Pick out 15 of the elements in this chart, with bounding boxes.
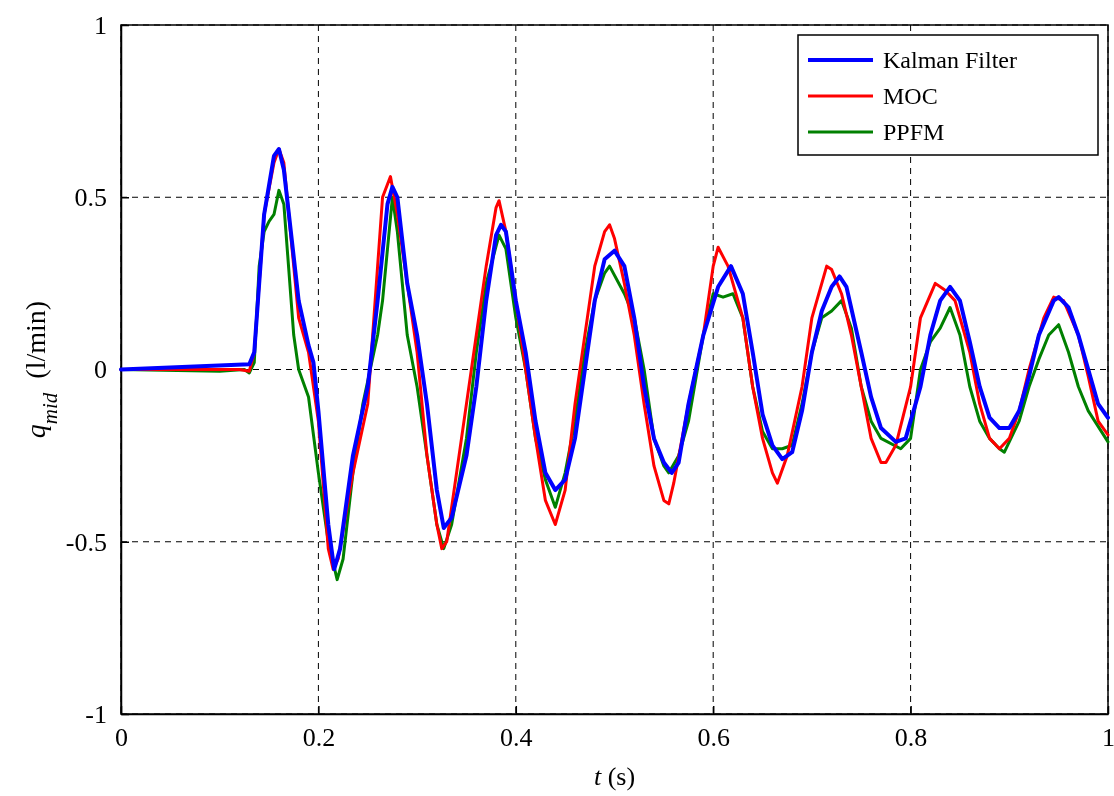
x-tick-label: 0.2 bbox=[302, 723, 336, 753]
x-tick-label: 0 bbox=[115, 723, 128, 753]
x-tick-label: 1 bbox=[1102, 723, 1114, 753]
y-tick-label: 0 bbox=[94, 355, 107, 385]
legend-label: MOC bbox=[883, 83, 938, 109]
x-tick-label: 0.6 bbox=[697, 723, 730, 753]
y-tick-label: -1 bbox=[85, 699, 107, 729]
x-tick-label: 0.8 bbox=[894, 723, 928, 753]
x-axis-title: t (s) bbox=[593, 762, 636, 791]
legend-label: PPFM bbox=[883, 119, 945, 145]
legend-label: Kalman Filter bbox=[883, 47, 1017, 73]
x-tick-label: 0.4 bbox=[500, 723, 533, 753]
y-tick-label: 0.5 bbox=[74, 183, 107, 213]
y-tick-label: -0.5 bbox=[65, 527, 107, 557]
y-tick-label: 1 bbox=[94, 10, 107, 40]
